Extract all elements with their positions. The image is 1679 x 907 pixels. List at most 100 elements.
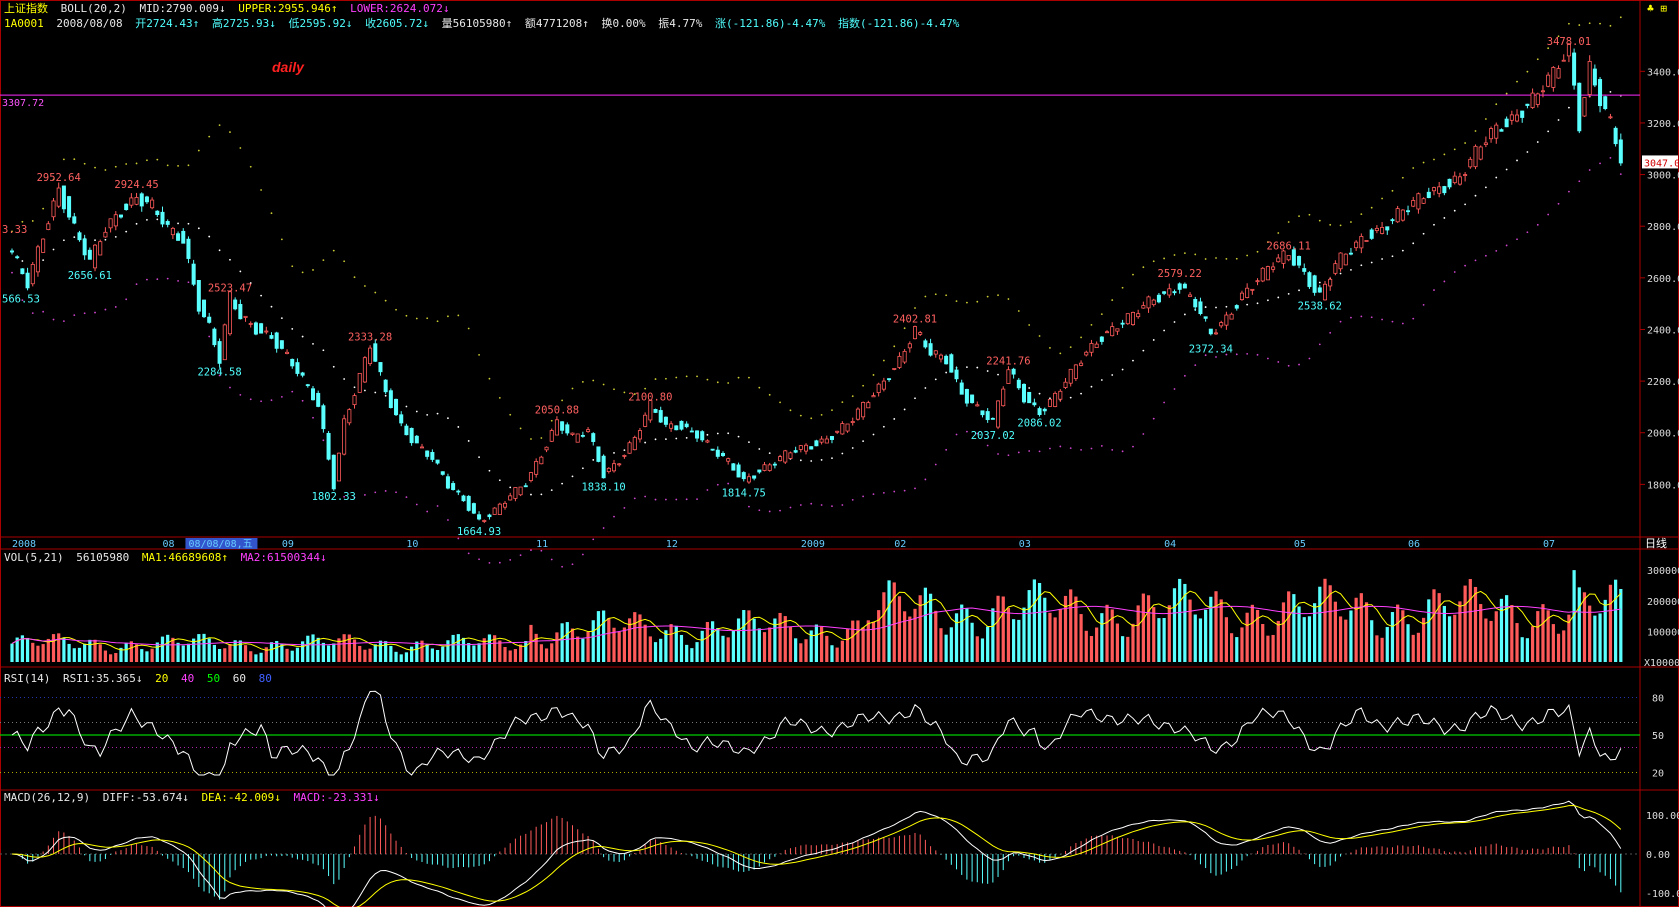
volume-indicator-name[interactable]: VOL(5,21) (4, 551, 64, 564)
boll-upper-dot (1329, 223, 1332, 226)
candle-body (1265, 266, 1270, 281)
window-control-icons[interactable]: ♣ ⊞ (1647, 2, 1667, 15)
boll-upper-dot (1484, 118, 1487, 120)
candle-body (41, 238, 46, 253)
boll-mid-dot (1152, 339, 1155, 341)
volume-bar (674, 625, 678, 662)
date-axis-label: 09 (282, 539, 294, 550)
boll-lower-dot (1308, 357, 1311, 360)
boll-upper-dot (260, 189, 263, 191)
date-axis-label: 06 (1408, 539, 1420, 550)
candle-body (305, 384, 310, 387)
volume-bar (1053, 617, 1057, 662)
boll-lower-dot (882, 491, 885, 494)
candle-body (1317, 287, 1322, 293)
candle-body (596, 446, 601, 462)
boll-lower-dot (1183, 374, 1186, 377)
candle-body (1338, 252, 1343, 270)
boll-upper-dot (291, 265, 294, 268)
index-name[interactable]: 上证指数 (4, 2, 48, 15)
date-axis-label: 2008 (12, 539, 36, 550)
extreme-price-label: 2086.02 (1017, 418, 1061, 430)
macd-indicator-name[interactable]: MACD(26,12,9) (4, 791, 91, 804)
volume-ma1: MA1:46689608↑ (141, 551, 228, 564)
volume-bar (119, 647, 123, 662)
boll-indicator-name[interactable]: BOLL(20,2) (60, 2, 127, 15)
candle-body (67, 196, 72, 218)
rsi-indicator-name[interactable]: RSI(14) (4, 672, 51, 685)
volume-bar (1131, 623, 1135, 662)
candle-body (1489, 128, 1494, 140)
boll-lower-dot (1069, 447, 1072, 450)
boll-upper-dot (561, 399, 564, 402)
boll-lower-dot (665, 498, 667, 501)
quote-line: 1A0001 2008/08/08 开2724.43↑ 高2725.93↓ 低2… (4, 17, 965, 30)
volume-bar (747, 610, 751, 662)
boll-upper-dot (810, 417, 813, 420)
volume-bar (467, 643, 471, 662)
boll-lower-dot (924, 478, 927, 481)
candle-body (98, 241, 103, 256)
boll-upper-dot (592, 379, 595, 382)
boll-upper-dot (73, 158, 76, 161)
boll-upper-dot (654, 378, 657, 380)
boll-mid-dot (1516, 159, 1518, 162)
volume-bar (726, 637, 730, 662)
boll-mid-dot (177, 222, 179, 225)
boll-lower-dot (1267, 357, 1269, 360)
price-axis-label: 2400.00 (1647, 325, 1679, 336)
boll-upper-dot (872, 374, 875, 376)
boll-lower-dot (62, 320, 65, 323)
candle-body (1468, 158, 1473, 168)
macd-value: MACD:-23.331↓ (293, 791, 380, 804)
volume-bar (965, 608, 969, 662)
candle-body (1437, 186, 1442, 194)
boll-mid-dot (1225, 305, 1228, 308)
boll-lower-dot (73, 314, 76, 317)
volume-bar (399, 654, 403, 662)
candle-body (295, 362, 300, 374)
candle-body (861, 401, 866, 418)
volume-bar (1235, 637, 1239, 662)
boll-mid-dot (353, 386, 356, 389)
volume-bar (711, 621, 715, 662)
boll-upper-dot (550, 419, 553, 422)
volume-bar (866, 620, 870, 662)
boll-mid-dot (862, 440, 865, 442)
boll-lower-dot (104, 308, 107, 311)
volume-bar (1515, 623, 1519, 662)
volume-bar (77, 647, 82, 662)
volume-bar (326, 645, 331, 662)
candle-body (487, 514, 492, 518)
volume-bar (72, 648, 76, 662)
boll-mid-dot (945, 371, 948, 374)
candle-body (409, 427, 414, 444)
boll-mid-dot (1536, 141, 1539, 143)
boll-lower-dot (1526, 231, 1529, 234)
volume-bar (1375, 635, 1379, 662)
boll-mid-dot (332, 365, 335, 368)
volume-bar (129, 641, 133, 662)
boll-mid-dot (187, 222, 190, 225)
volume-bar (835, 647, 839, 662)
boll-mid-dot (1453, 209, 1456, 212)
candle-body (212, 328, 217, 346)
boll-mid-dot (509, 486, 512, 489)
boll-lower-dot (1090, 447, 1093, 450)
candle-body (347, 409, 352, 424)
candle-body (1499, 129, 1504, 132)
candle-body (648, 400, 653, 421)
volume-bar (840, 640, 844, 662)
boll-upper-dot (540, 437, 543, 439)
volume-bar (1302, 617, 1306, 662)
volume-bar (1421, 617, 1426, 662)
candle-body (840, 423, 845, 435)
boll-lower-dot (31, 312, 34, 315)
volume-bar (1219, 599, 1223, 662)
volume-bar (1037, 582, 1042, 662)
volume-bar (1105, 604, 1109, 662)
boll-upper-dot (1474, 130, 1477, 132)
volume-bar (1479, 604, 1483, 662)
boll-lower-dot (748, 505, 750, 508)
